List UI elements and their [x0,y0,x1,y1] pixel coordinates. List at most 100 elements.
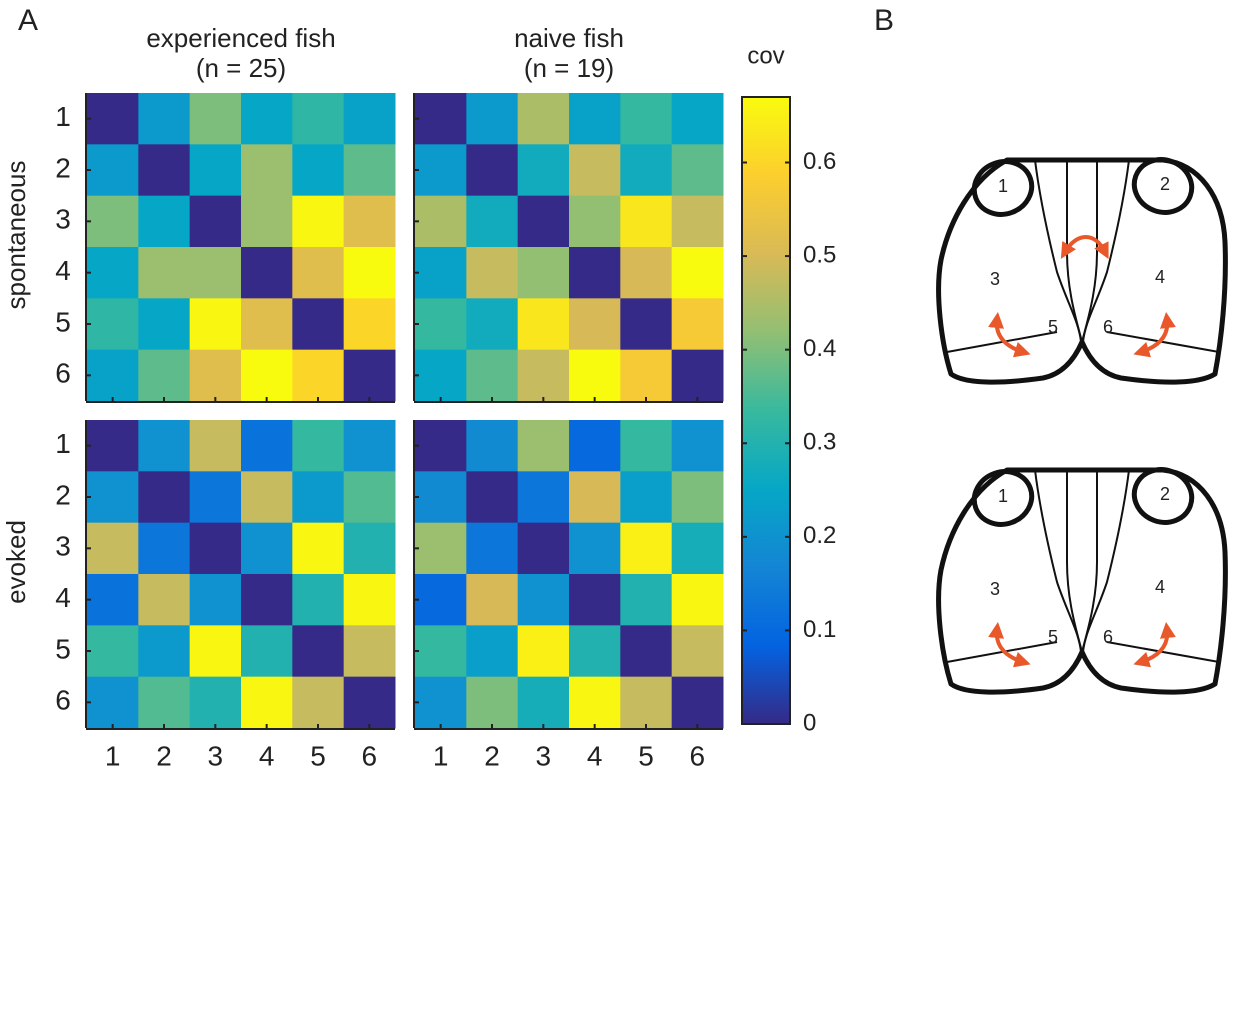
y-tick-label: 1 [55,101,71,132]
region-label: 6 [1103,317,1113,337]
y-tick-label: 3 [55,531,71,562]
region-label: 4 [1155,577,1165,597]
colorbar-tick-label: 0.2 [803,522,836,549]
connection-arrow [1060,235,1109,260]
colorbar-tick-label: 0.4 [803,335,836,362]
region-outline [1131,467,1195,525]
heatmap-cell [241,195,293,248]
heatmap-cell [292,298,345,351]
column-title: (n = 19) [524,53,614,83]
heatmap-cell [671,625,724,678]
heatmap-cell [466,676,519,729]
x-tick-label: 2 [484,740,500,771]
heatmap-cell [292,420,345,472]
heatmap-cell [569,625,621,678]
x-tick-label: 4 [259,740,275,771]
heatmap-cell [241,471,293,524]
heatmap-cell [671,298,724,351]
x-tick-label: 6 [362,740,378,771]
heatmap-cell [138,676,191,729]
heatmap-cell [292,93,345,145]
heatmap-cell [620,471,673,524]
heatmap-cell [466,247,519,299]
heatmap-cell [517,625,570,678]
heatmap-cell [138,247,191,299]
heatmap-cell [292,625,345,678]
heatmap-cell [343,144,396,197]
heatmap-cell [415,144,467,197]
column-title: naive fish [514,23,624,53]
heatmap-cell [466,625,519,678]
x-tick-label: 5 [310,740,326,771]
heatmap-cell [517,676,570,729]
heatmap-cell [466,298,519,351]
heatmap-cell [466,195,519,248]
heatmap-cell [671,471,724,524]
heatmap-cell [241,93,293,145]
heatmap-cell [189,144,242,197]
heatmap-cell [671,195,724,248]
connection-arrow [988,312,1031,358]
panel-label: B [874,4,894,37]
heatmap-cell [138,625,191,678]
heatmap-cell [620,298,673,351]
heatmap-cell [569,522,621,575]
y-tick-label: 5 [55,306,71,337]
panel-label: A [18,4,38,37]
heatmap-cell [138,144,191,197]
heatmap-cell [87,144,139,197]
heatmap-cell [343,676,396,729]
heatmap-cell [569,471,621,524]
heatmap-cell [415,420,467,472]
region-label: 5 [1048,627,1058,647]
region-outline [1066,160,1098,343]
heatmap-cell [189,471,242,524]
heatmap-cell [466,574,519,626]
heatmap-cell [671,93,724,145]
row-label: spontaneous [1,161,31,310]
brain-outline [936,467,1228,695]
heatmap-cell [189,676,242,729]
heatmap-cell [189,420,242,472]
heatmap-cell [415,574,467,626]
x-tick-label: 2 [156,740,172,771]
region-outline [1131,157,1195,215]
column-title: experienced fish [146,23,335,53]
heatmap-cell [569,93,621,145]
heatmap-cell [138,471,191,524]
brain-diagram: 1 2 3 4 5 6 [936,467,1228,695]
brain-diagram: 1 2 3 4 5 6 [936,157,1228,385]
x-tick-label: 1 [433,740,449,771]
x-tick-label: 3 [208,740,224,771]
heatmap-cell [569,144,621,197]
colorbar-tick-label: 0.5 [803,241,836,268]
heatmap-cell [343,625,396,678]
column-title: (n = 25) [196,53,286,83]
heatmap-cell [517,195,570,248]
region-label: 1 [998,486,1008,506]
y-tick-label: 1 [55,428,71,459]
heatmap-cell [87,247,139,299]
heatmap-cell [415,625,467,678]
heatmap-cell [415,298,467,351]
connection-arrow [1133,312,1176,358]
heatmap-cell [87,471,139,524]
heatmap-cell [189,625,242,678]
heatmap-cell [415,93,467,145]
x-tick-label: 4 [587,740,603,771]
heatmap-cell [87,676,139,729]
heatmap-cell [569,420,621,472]
heatmap-cell [292,144,345,197]
region-outline [971,159,1035,217]
heatmap-cell [415,247,467,299]
heatmap-cell [517,298,570,351]
connection-arrow [988,622,1031,668]
heatmap-cell [241,574,293,626]
heatmap-cell [517,93,570,145]
x-tick-label: 1 [105,740,121,771]
heatmap-cell [620,574,673,626]
heatmap-cell [671,349,724,402]
heatmap-cell [569,195,621,248]
region-label: 3 [990,579,1000,599]
